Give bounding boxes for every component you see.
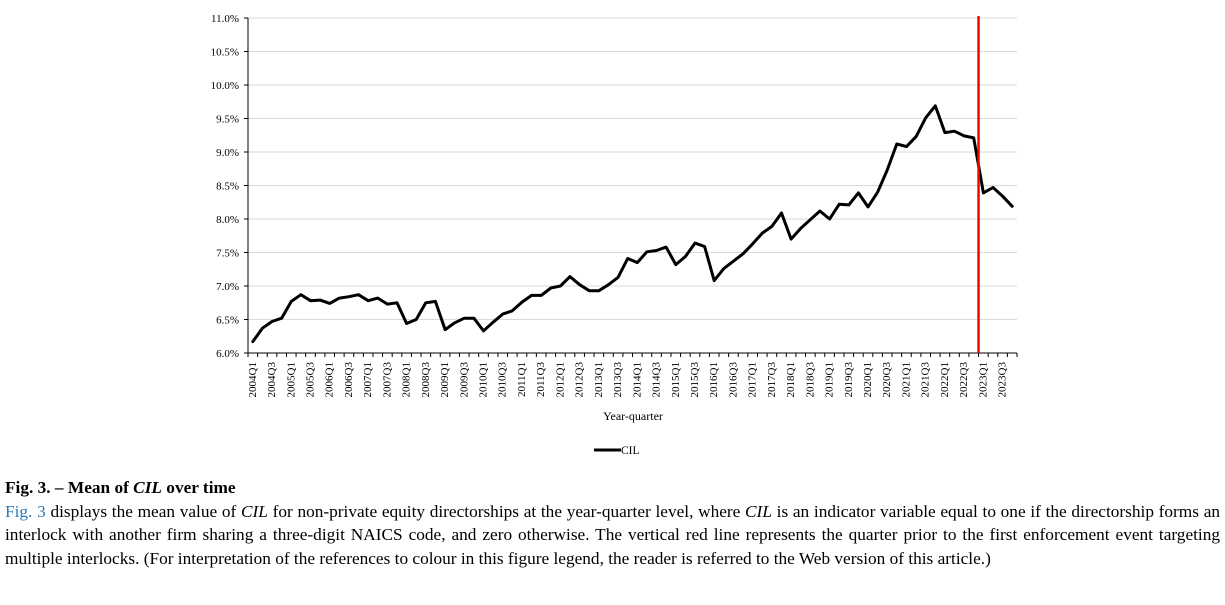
x-tick-label: 2023Q1 — [977, 362, 989, 397]
caption-text: displays the mean value of — [45, 501, 241, 521]
x-tick-label: 2021Q3 — [920, 362, 932, 398]
x-tick-label: 2009Q3 — [458, 362, 470, 398]
caption-title-end: over time — [161, 478, 236, 497]
x-tick-label: 2007Q3 — [381, 362, 393, 398]
series-line-cil — [251, 104, 1014, 344]
figure-reference-link[interactable]: Fig. 3 — [5, 501, 46, 521]
x-tick-label: 2005Q1 — [285, 362, 297, 397]
x-tick-label: 2018Q1 — [785, 362, 797, 397]
x-tick-label: 2014Q3 — [651, 362, 663, 398]
x-tick-label: 2005Q3 — [304, 362, 316, 398]
x-tick-label: 2017Q1 — [747, 362, 759, 397]
x-tick-label: 2010Q1 — [478, 362, 490, 397]
x-tick-label: 2019Q3 — [843, 362, 855, 398]
x-tick-label: 2023Q3 — [997, 362, 1009, 398]
x-tick-label: 2006Q3 — [343, 362, 355, 398]
x-tick-label: 2013Q3 — [612, 362, 624, 398]
legend: CIL — [594, 445, 640, 457]
y-tick-label: 7.5% — [216, 248, 239, 260]
legend-label-cil: CIL — [621, 445, 640, 457]
x-tick-label: 2016Q1 — [708, 362, 720, 397]
x-tick-label: 2020Q1 — [862, 362, 874, 397]
y-tick-label: 10.0% — [211, 80, 239, 92]
x-tick-label: 2019Q1 — [824, 362, 836, 397]
caption-italic: CIL — [240, 501, 268, 521]
caption-paragraph: Fig. 3 displays the mean value of CIL fo… — [5, 500, 1220, 571]
x-tick-label: 2012Q3 — [574, 362, 586, 398]
x-tick-label: 2013Q1 — [593, 362, 605, 397]
caption-italic: CIL — [745, 501, 772, 521]
x-tick-label: 2009Q1 — [439, 362, 451, 397]
x-tick-label: 2016Q3 — [727, 362, 739, 398]
x-tick-label: 2021Q1 — [900, 362, 912, 397]
y-tick-label: 8.0% — [216, 214, 239, 226]
y-tick-label: 9.5% — [216, 114, 239, 126]
y-tick-label: 6.0% — [216, 348, 239, 360]
grid-lines — [248, 17, 1017, 320]
x-tick-label: 2017Q3 — [766, 362, 778, 398]
line-chart: 6.0% 6.5% 7.0% 7.5% 8.0% 8.5% 9.0% 9.5% 10.0% 10.… — [211, 13, 1018, 457]
x-tick-label: 2018Q3 — [804, 362, 816, 398]
x-tick-label: 2008Q1 — [401, 362, 413, 397]
x-tick-label: 2007Q1 — [362, 362, 374, 397]
x-tick-label: 2012Q1 — [554, 362, 566, 397]
y-tick-label: 9.0% — [216, 147, 239, 159]
caption-text: for non-private equity directorships at … — [267, 501, 746, 521]
figure-caption: Fig. 3. – Mean of CIL over time Fig. 3 d… — [5, 476, 1220, 570]
x-tick-label: 2011Q3 — [535, 362, 547, 398]
x-axis-label: Year-quarter — [603, 409, 663, 423]
caption-title-italic: CIL — [133, 478, 162, 497]
x-tick-label: 2014Q1 — [631, 362, 643, 397]
x-tick-label: 2004Q3 — [266, 362, 278, 398]
x-tick-label: 2022Q1 — [939, 362, 951, 397]
y-tick-label: 7.0% — [216, 281, 239, 293]
y-tick-label: 10.5% — [211, 47, 239, 59]
caption-text: is an indicator variable equal to one if… — [5, 501, 1220, 568]
x-tick-label: 2006Q1 — [324, 362, 336, 397]
x-tick-label: 2015Q3 — [689, 362, 701, 398]
y-tick-labels: 6.0% 6.5% 7.0% 7.5% 8.0% 8.5% 9.0% 9.5% 10.0% 10.… — [211, 13, 248, 360]
caption-title-part: – Mean of — [50, 478, 134, 497]
x-tick-label: 2015Q1 — [670, 362, 682, 397]
y-tick-label: 6.5% — [216, 315, 239, 327]
x-tick-label: 2020Q3 — [881, 362, 893, 398]
x-tick-label: 2004Q1 — [247, 362, 259, 397]
caption-title: Fig. 3. – Mean of CIL over time — [5, 476, 1220, 500]
x-tick-label: 2008Q3 — [420, 362, 432, 398]
x-tick-label: 2010Q3 — [497, 362, 509, 398]
x-tick-label: 2011Q1 — [516, 362, 528, 397]
y-tick-label: 8.5% — [216, 181, 239, 193]
x-tick-label: 2022Q3 — [958, 362, 970, 398]
series-layer — [251, 104, 1014, 344]
x-tick-labels: 2004Q1 2004Q3 2005Q1 2005Q3 2006Q1 2006Q3 2007… — [247, 353, 1018, 398]
y-tick-label: 11.0% — [211, 13, 239, 25]
caption-label: Fig. 3. — [5, 478, 51, 497]
